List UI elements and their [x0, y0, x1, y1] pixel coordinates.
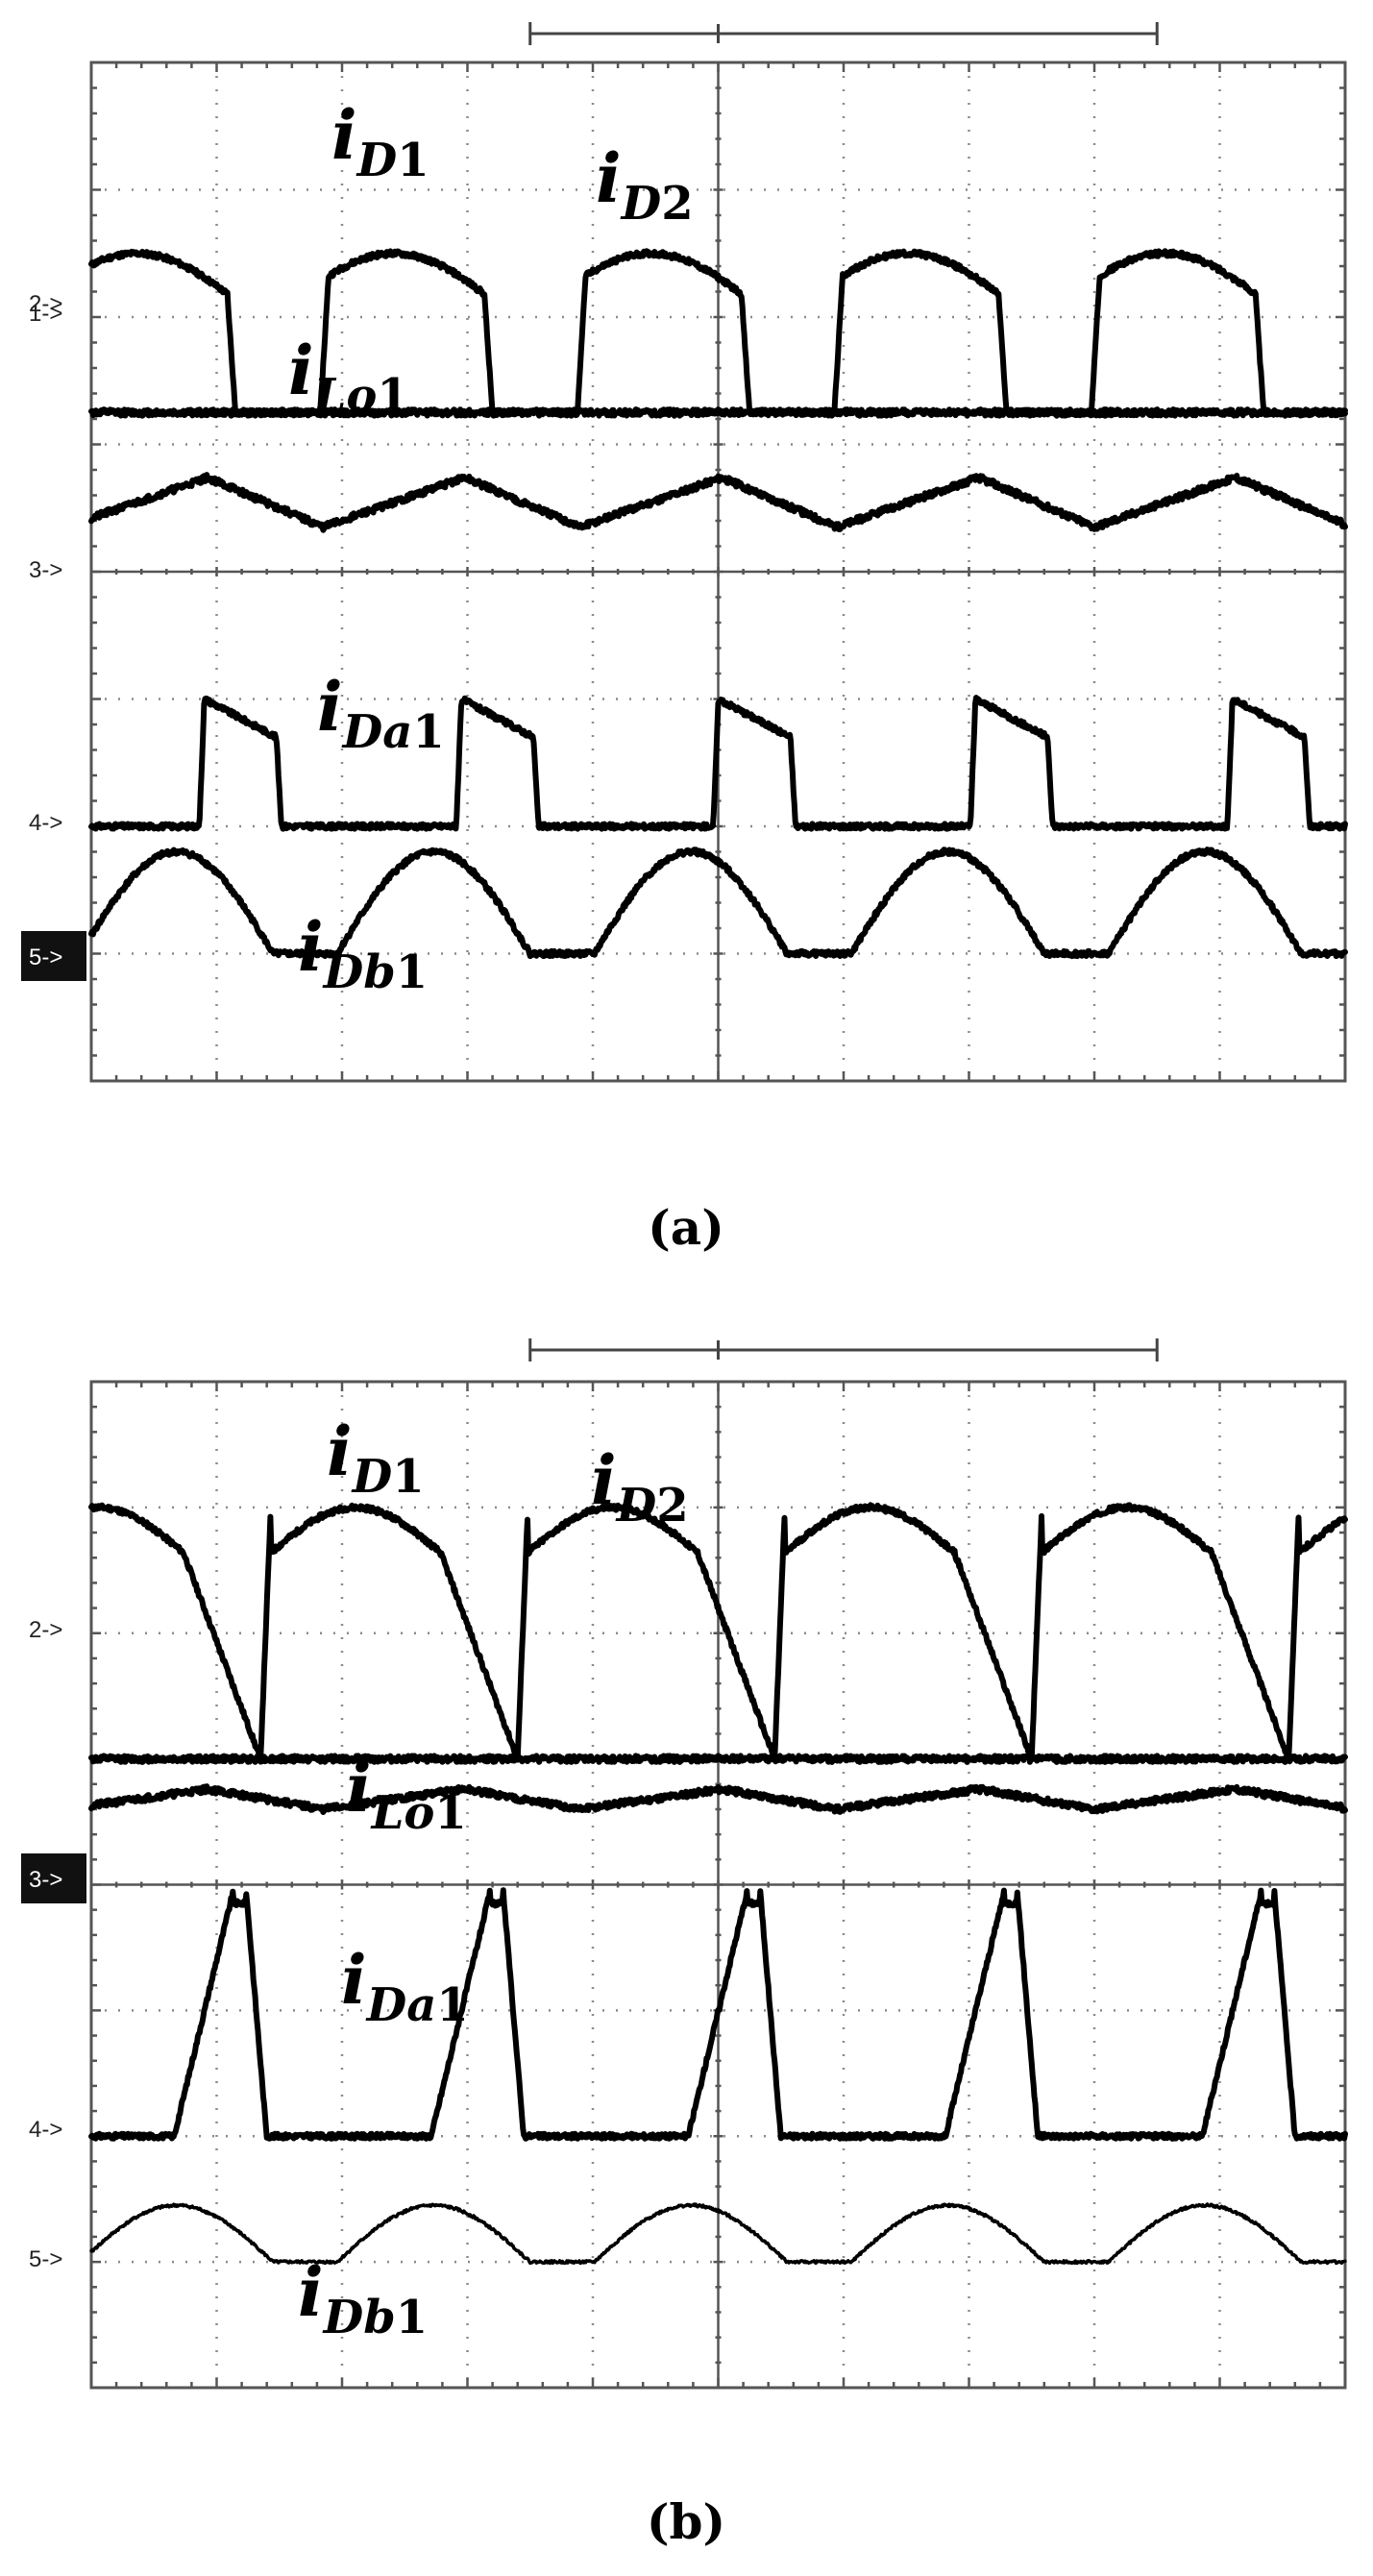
- series-label-sub: Lo: [312, 369, 378, 423]
- series-label-iLo1: iLo1: [346, 1748, 467, 1840]
- channel-marker: 3->: [29, 557, 62, 583]
- series-label-sub: Da: [341, 705, 413, 759]
- trace-iDa1: [88, 695, 1348, 832]
- panel-b-grid: [89, 1338, 1347, 2390]
- channel-marker: 5->: [29, 2246, 62, 2272]
- series-label-sub: Lo: [370, 1786, 435, 1840]
- trace-iLo1: [88, 472, 1348, 533]
- series-label-sub: Db: [322, 945, 396, 999]
- series-label-sub: Da: [365, 1978, 437, 2032]
- channel-marker-box: [21, 1853, 86, 1903]
- panel-a-channel-markers: 2->1-> 3-> 4-> 5->: [21, 291, 86, 981]
- series-label-num: 1: [377, 369, 408, 423]
- panel-b-traces: [88, 1502, 1348, 2266]
- series-label-iD2: iD2: [596, 138, 694, 231]
- series-label-main: i: [331, 95, 357, 175]
- panel-b-caption-text: (b): [647, 2493, 725, 2550]
- series-label-num: 1: [412, 705, 444, 759]
- series-label-sub: D: [615, 1479, 657, 1533]
- trace-iD-baseline: [88, 1753, 1348, 1765]
- channel-marker: 2->: [29, 1617, 62, 1643]
- trace-iDa1: [88, 1887, 1348, 2142]
- channel-marker: 3->: [29, 1867, 62, 1893]
- trace-iD: [88, 1502, 1348, 1763]
- panel-a-caption-text: (a): [648, 1199, 724, 1256]
- panel-a-grid: [89, 22, 1347, 1083]
- series-label-num: 2: [656, 1479, 688, 1533]
- series-label-main: i: [596, 138, 622, 218]
- series-label-sub: D: [620, 177, 662, 231]
- channel-marker: 1->: [29, 301, 62, 327]
- series-label-num: 1: [396, 2291, 428, 2344]
- panel-a-caption: (a): [648, 1199, 724, 1256]
- panel-a-traces: [88, 248, 1348, 960]
- series-label-num: 1: [397, 134, 429, 187]
- series-label-num: 2: [661, 177, 693, 231]
- series-label-main: i: [591, 1440, 617, 1520]
- series-label-main: i: [298, 907, 324, 987]
- channel-marker: 2->: [29, 291, 62, 317]
- series-label-iDa1: iDa1: [317, 667, 445, 759]
- panel-b-caption: (b): [647, 2493, 725, 2550]
- series-label-iD2: iD2: [591, 1440, 689, 1533]
- trace-iDb1: [89, 2202, 1347, 2266]
- series-label-main: i: [346, 1748, 372, 1828]
- series-label-sub: D: [356, 134, 398, 187]
- series-label-iDb1: iDb1: [298, 2252, 428, 2344]
- series-label-sub: D: [351, 1450, 393, 1504]
- series-label-main: i: [317, 667, 343, 747]
- series-label-iDb1: iDb1: [298, 907, 428, 999]
- series-label-iDa1: iDa1: [341, 1940, 469, 2032]
- series-label-num: 1: [434, 1786, 466, 1840]
- trace-iLo1: [88, 1783, 1348, 1815]
- series-label-iLo1: iLo1: [288, 331, 409, 423]
- series-label-iD1: iD1: [331, 95, 429, 187]
- trace-iDb1: [88, 846, 1348, 960]
- series-label-num: 1: [436, 1978, 468, 2032]
- trace-iD-baseline: [88, 406, 1348, 419]
- series-label-num: 1: [392, 1450, 424, 1504]
- channel-marker: 4->: [29, 810, 62, 836]
- series-label-sub: Db: [322, 2291, 396, 2344]
- series-label-main: i: [298, 2252, 324, 2332]
- channel-marker-box: [21, 931, 86, 981]
- panel-b-channel-markers: 2-> 3-> 4-> 5->: [21, 1617, 86, 2272]
- series-label-main: i: [288, 331, 314, 410]
- series-label-main: i: [327, 1411, 353, 1491]
- channel-marker: 5->: [29, 945, 62, 970]
- series-label-num: 1: [396, 945, 428, 999]
- series-label-main: i: [341, 1940, 367, 2020]
- channel-marker: 4->: [29, 2117, 62, 2143]
- series-label-iD1: iD1: [327, 1411, 425, 1504]
